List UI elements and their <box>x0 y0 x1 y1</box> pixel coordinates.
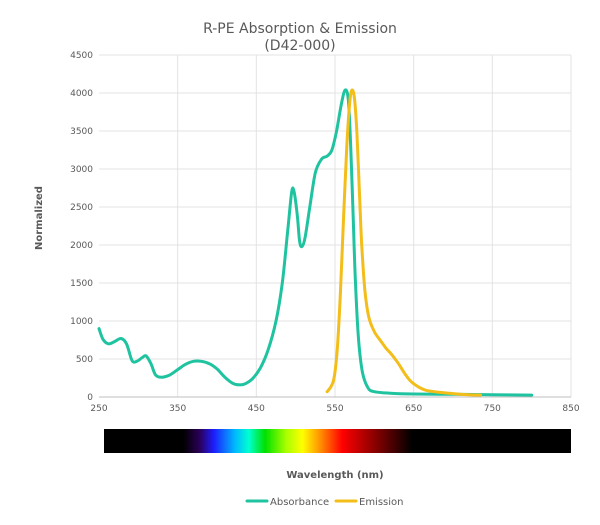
x-axis-label: Wavelength (nm) <box>286 470 383 481</box>
x-tick-label: 550 <box>326 404 343 414</box>
x-tick-label: 350 <box>169 404 186 414</box>
x-tick-label: 450 <box>248 404 265 414</box>
y-tick-label: 1000 <box>70 317 93 327</box>
y-tick-label: 3500 <box>70 127 93 137</box>
series-line-emission <box>325 88 482 397</box>
y-axis-tick-labels: 0 500 1000 1500 2000 2500 3000 3500 4000 4500 <box>70 51 93 403</box>
y-tick-label: 4500 <box>70 51 93 61</box>
x-axis-tick-labels: 250 350 450 550 650 750 850 <box>90 404 579 414</box>
gridlines <box>99 54 572 397</box>
y-tick-label: 2500 <box>70 203 93 213</box>
visible-spectrum-bar <box>104 429 571 453</box>
y-tick-label: 3000 <box>70 165 93 175</box>
legend-label-emission: Emission <box>359 497 404 508</box>
x-tick-label: 650 <box>405 404 422 414</box>
y-tick-label: 1500 <box>70 279 93 289</box>
chart-subtitle: (D42-000) <box>264 38 335 54</box>
y-tick-label: 0 <box>87 393 93 403</box>
series-lines <box>97 88 534 397</box>
legend: Absorbance Emission <box>245 497 404 508</box>
y-tick-label: 500 <box>76 355 93 365</box>
y-axis-label: Normalized <box>34 186 45 250</box>
y-tick-label: 2000 <box>70 241 93 251</box>
series-line-absorbance <box>97 88 534 397</box>
x-tick-label: 250 <box>90 404 107 414</box>
x-tick-label: 750 <box>484 404 501 414</box>
legend-label-absorbance: Absorbance <box>270 497 329 508</box>
x-tick-label: 850 <box>562 404 579 414</box>
y-tick-label: 4000 <box>70 89 93 99</box>
chart-title: R-PE Absorption & Emission <box>203 21 397 37</box>
